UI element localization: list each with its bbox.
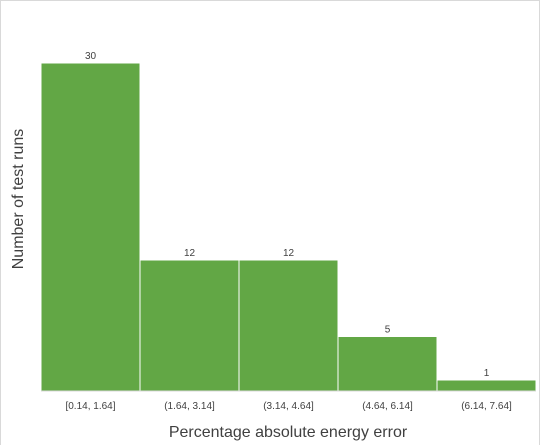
data-label-5: 1 <box>484 368 490 379</box>
bar-5 <box>436 379 537 392</box>
data-label-3: 12 <box>283 248 295 259</box>
x-tick-label-3: (3.14, 4.64] <box>263 401 314 412</box>
x-tick-label-5: (6.14, 7.64] <box>461 401 512 412</box>
bar-2 <box>139 259 240 392</box>
x-tick-labels-group: [0.14, 1.64] (1.64, 3.14] (3.14, 4.64] (4.6… <box>65 401 512 412</box>
bar-3 <box>238 259 339 392</box>
x-tick-label-4: (4.64, 6.14] <box>362 401 413 412</box>
data-label-4: 5 <box>385 324 391 335</box>
data-label-2: 12 <box>184 248 196 259</box>
bar-4 <box>337 335 438 392</box>
bars-group <box>40 62 537 392</box>
data-label-1: 30 <box>85 51 97 62</box>
x-tick-label-1: [0.14, 1.64] <box>65 401 115 412</box>
x-axis-title: Percentage absolute energy error <box>169 424 408 441</box>
y-axis-title: Number of test runs <box>10 129 27 270</box>
x-tick-label-2: (1.64, 3.14] <box>164 401 215 412</box>
bar-1 <box>40 62 141 392</box>
data-labels-group: 30 12 12 5 1 <box>85 51 490 379</box>
